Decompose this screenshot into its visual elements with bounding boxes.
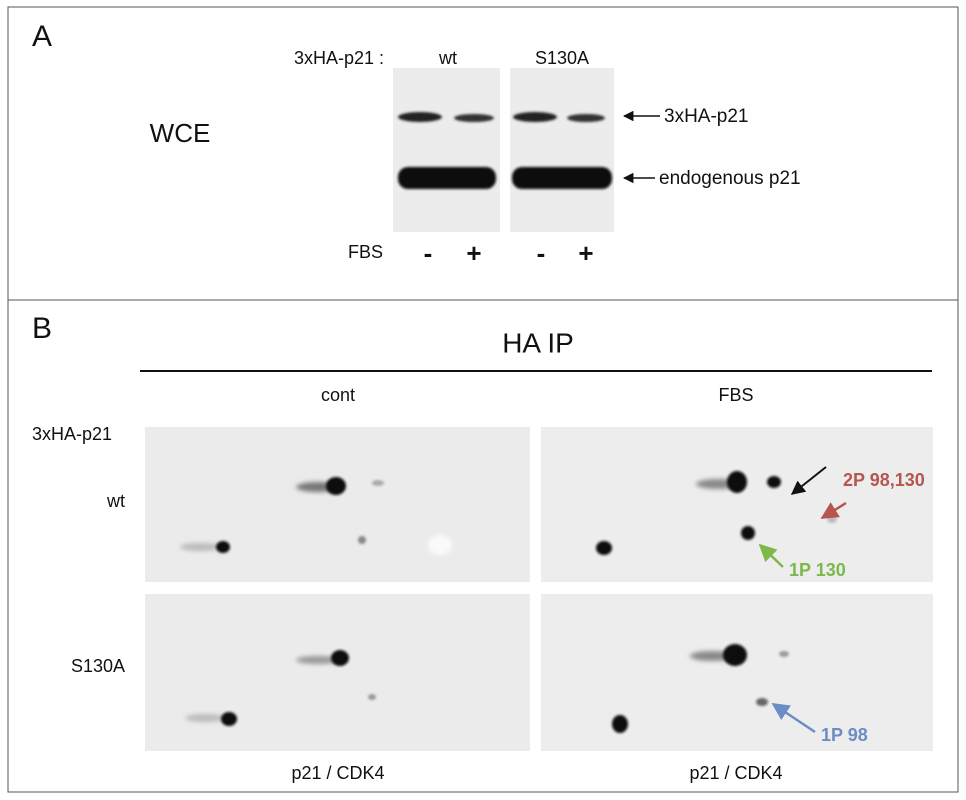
annotation: 1P 130	[789, 560, 846, 580]
lane-label: -	[424, 238, 433, 268]
annotation: 2P 98,130	[843, 470, 925, 490]
section-title: HA IP	[502, 327, 574, 358]
group-label: S130A	[535, 48, 589, 68]
treatment-label: FBS	[348, 242, 383, 262]
panel-label: B	[32, 312, 52, 345]
row-label: WCE	[150, 118, 211, 148]
panel-label: A	[32, 20, 52, 53]
arrow	[771, 702, 816, 734]
column-label: FBS	[718, 385, 753, 405]
lane-header: 3xHA-p21 :	[294, 48, 384, 68]
band-label: endogenous p21	[659, 168, 801, 189]
axis-label: p21 / CDK4	[689, 763, 782, 783]
group-label: wt	[438, 48, 457, 68]
lane-label: +	[578, 238, 593, 268]
2d-gel	[145, 427, 933, 751]
row-label: S130A	[71, 656, 125, 676]
construct-label: 3xHA-p21	[32, 424, 112, 444]
band-label: 3xHA-p21	[664, 106, 749, 127]
axis-label: p21 / CDK4	[291, 763, 384, 783]
arrow	[758, 543, 784, 568]
column-label: cont	[321, 385, 355, 405]
panel-b-frame	[7, 299, 959, 793]
lane-label: +	[466, 238, 481, 268]
annotation: 1P 98	[821, 725, 868, 745]
row-label: wt	[106, 491, 125, 511]
arrow	[820, 501, 847, 520]
western-blot	[393, 68, 614, 232]
lane-label: -	[537, 238, 546, 268]
arrow	[790, 466, 827, 495]
